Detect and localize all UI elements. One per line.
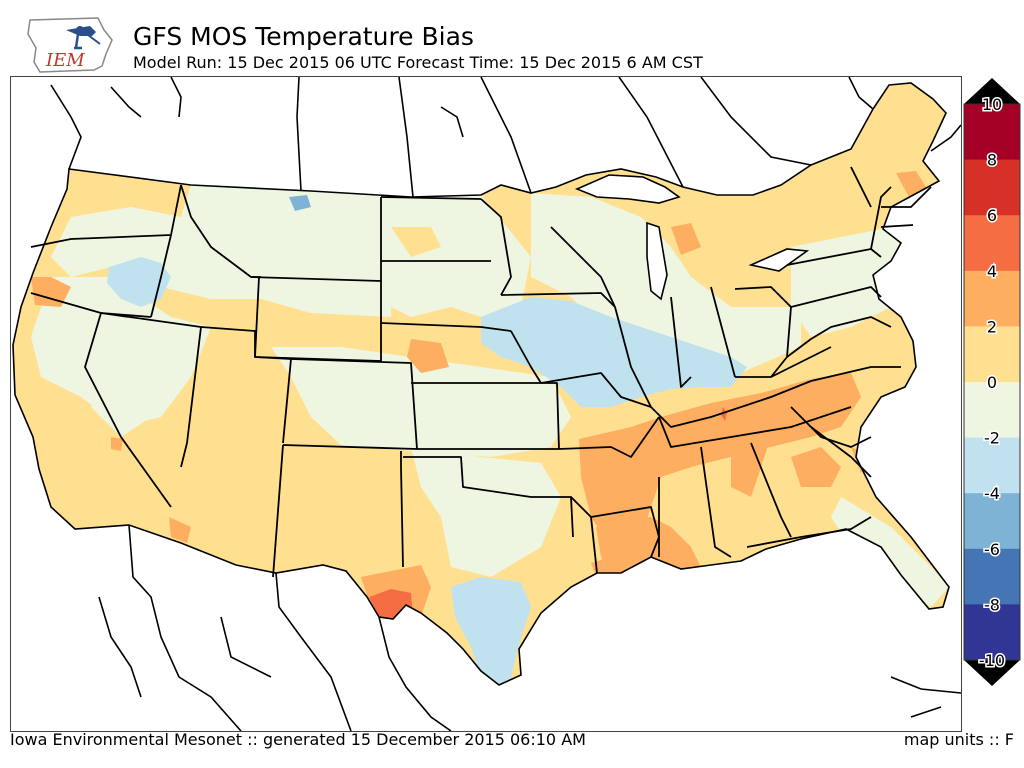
- colorbar-bin: [964, 604, 1020, 661]
- colorbar-tick-label: 10: [982, 95, 1002, 114]
- colorbar-border: [963, 103, 1021, 661]
- colorbar-tick-label: -8: [984, 595, 1000, 614]
- bias-map-svg: [12, 77, 961, 731]
- colorbar-extend-high: [964, 78, 1020, 104]
- colorbar: 10 8 6 4 2 0 -2 -4 -6 -8 -10: [960, 76, 1024, 694]
- colorbar-bin: [964, 382, 1020, 439]
- map-title: GFS MOS Temperature Bias: [133, 22, 474, 51]
- colorbar-svg: 10 8 6 4 2 0 -2 -4 -6 -8 -10: [963, 78, 1021, 686]
- map-subtitle: Model Run: 15 Dec 2015 06 UTC Forecast T…: [133, 53, 703, 72]
- iem-logo: IEM: [20, 14, 120, 76]
- colorbar-tick-label: 2: [987, 317, 997, 336]
- footer-credit: Iowa Environmental Mesonet :: generated …: [10, 730, 586, 749]
- colorbar-tick-label: -10: [979, 651, 1005, 670]
- bias-zone-cold: [289, 195, 311, 211]
- colorbar-bin: [964, 270, 1020, 327]
- colorbar-bin: [964, 215, 1020, 272]
- logo-text: IEM: [45, 50, 85, 71]
- state-borders: [30, 166, 932, 578]
- colorbar-tick-label: -2: [984, 429, 1000, 448]
- colorbar-bin: [964, 159, 1020, 216]
- colorbar-tick-label: 4: [987, 262, 997, 281]
- colorbar-tick-label: -4: [984, 484, 1000, 503]
- bias-zone-near-zero: [31, 185, 949, 607]
- bias-zone-warm: [31, 171, 926, 627]
- bias-field: [13, 83, 949, 685]
- colorbar-tick-label: 8: [987, 151, 997, 170]
- colorbar-bin: [964, 104, 1020, 161]
- colorbar-bin: [964, 437, 1020, 494]
- map-area: [10, 76, 962, 732]
- colorbar-bin: [964, 326, 1020, 383]
- colorbar-tick-label: 0: [987, 373, 997, 392]
- colorbar-extend-low: [964, 660, 1020, 686]
- colorbar-tick-label: 6: [987, 206, 997, 225]
- great-lakes: [574, 174, 810, 301]
- colorbar-bin: [964, 493, 1020, 550]
- footer-units: map units :: F: [903, 730, 1014, 749]
- colorbar-bin: [964, 548, 1020, 605]
- colorbar-tick-label: -6: [984, 540, 1000, 559]
